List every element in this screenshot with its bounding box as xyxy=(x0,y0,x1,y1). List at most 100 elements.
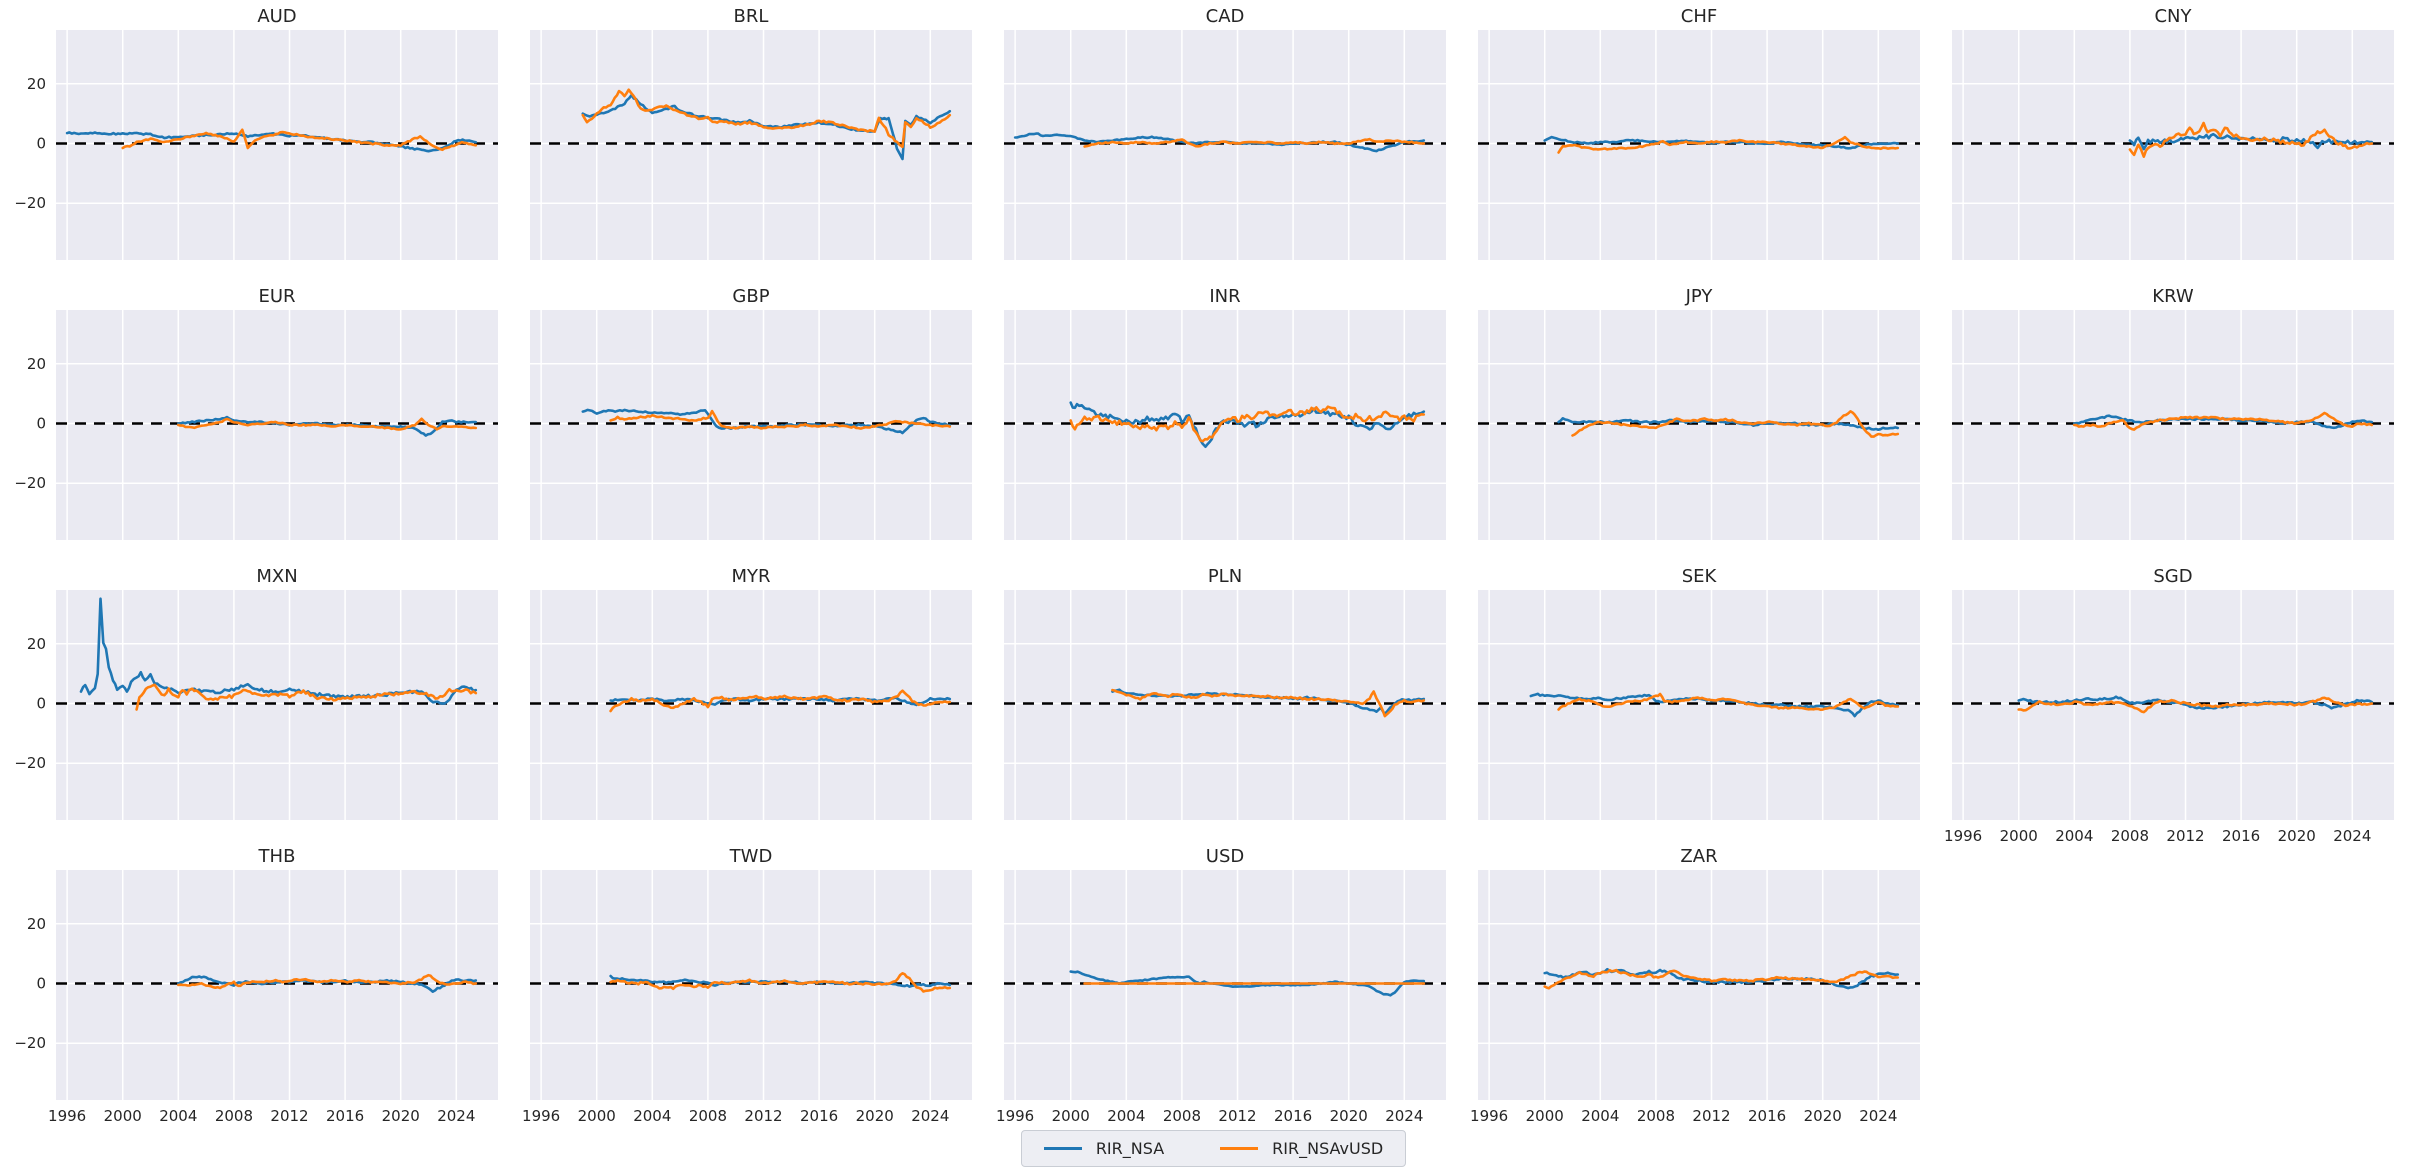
panel-pln: PLN xyxy=(1004,566,1446,846)
y-tick-label: 0 xyxy=(36,975,46,993)
x-tick-label: 1996 xyxy=(48,1107,86,1125)
x-tick-label: 2024 xyxy=(437,1107,475,1125)
x-tick-label: 2020 xyxy=(856,1107,894,1125)
panel-title-usd: USD xyxy=(1205,846,1245,867)
x-tick-label: 2008 xyxy=(2111,827,2149,845)
x-tick-label: 2012 xyxy=(744,1107,782,1125)
y-tick-label: 0 xyxy=(36,135,46,153)
x-tick-label: 2012 xyxy=(2166,827,2204,845)
panel-title-chf: CHF xyxy=(1680,6,1718,27)
panel-title-gbp: GBP xyxy=(732,286,770,307)
panel-gbp: GBP xyxy=(530,286,972,566)
chart-sek xyxy=(1478,590,1920,820)
chart-myr xyxy=(530,590,972,820)
x-tick-label: 2016 xyxy=(2222,827,2260,845)
x-tick-label: 2004 xyxy=(633,1107,671,1125)
panel-jpy: JPY xyxy=(1478,286,1920,566)
y-tick-label: 20 xyxy=(27,915,46,933)
x-tick-label: 2008 xyxy=(215,1107,253,1125)
chart-usd: 1996 2000 2004 2008 2012 2016 2020 2024 xyxy=(996,870,1446,1125)
panel-chf: CHF xyxy=(1478,6,1920,286)
x-tick-label: 2004 xyxy=(1581,1107,1619,1125)
x-tick-label: 2000 xyxy=(1526,1107,1564,1125)
y-tick-label: −20 xyxy=(14,194,46,212)
x-tick-label: 1996 xyxy=(1470,1107,1508,1125)
panel-title-eur: EUR xyxy=(258,286,296,307)
x-tick-label: 2012 xyxy=(1692,1107,1730,1125)
panel-title-sek: SEK xyxy=(1681,566,1717,587)
chart-eur: −20 0 20 xyxy=(14,310,498,540)
legend-line-orange-icon xyxy=(1220,1147,1259,1150)
legend-item-rir-nsa: RIR_NSA xyxy=(1043,1139,1164,1158)
x-tick-label: 2012 xyxy=(1218,1107,1256,1125)
x-tick-label: 1996 xyxy=(1944,827,1982,845)
chart-cny xyxy=(1952,30,2394,260)
panel-usd: USD 1996 2000 2004 2008 2012 2016 2020 2024 xyxy=(996,846,1446,1126)
x-tick-label: 2008 xyxy=(689,1107,727,1125)
x-tick-label: 2024 xyxy=(2333,827,2371,845)
x-tick-label: 2004 xyxy=(159,1107,197,1125)
chart-krw xyxy=(1952,310,2394,540)
chart-thb: 1996 2000 2004 2008 2012 2016 2020 2024 −20 0 20 xyxy=(14,870,498,1125)
panel-cad: CAD xyxy=(1004,6,1446,286)
x-tick-label: 2020 xyxy=(1804,1107,1842,1125)
panel-title-pln: PLN xyxy=(1207,566,1243,587)
x-tick-label: 2020 xyxy=(1330,1107,1368,1125)
x-tick-label: 2000 xyxy=(2000,827,2038,845)
x-tick-label: 2020 xyxy=(2278,827,2316,845)
y-tick-label: −20 xyxy=(14,1034,46,1052)
x-tick-label: 2000 xyxy=(104,1107,142,1125)
panel-krw: KRW xyxy=(1952,286,2394,566)
y-tick-label: −20 xyxy=(14,474,46,492)
y-tick-label: 20 xyxy=(27,75,46,93)
y-tick-label: 20 xyxy=(27,635,46,653)
panel-inr: INR xyxy=(1004,286,1446,566)
chart-pln xyxy=(1004,590,1446,820)
x-tick-label: 1996 xyxy=(522,1107,560,1125)
panel-title-brl: BRL xyxy=(733,6,769,27)
x-tick-label: 2024 xyxy=(1859,1107,1897,1125)
panel-mxn: MXN −20 0 20 xyxy=(14,566,498,846)
x-tick-label: 2000 xyxy=(1052,1107,1090,1125)
legend-wrap: RIR_NSA RIR_NSAvUSD xyxy=(56,1130,2411,1167)
panel-title-aud: AUD xyxy=(257,6,297,27)
legend-line-blue-icon xyxy=(1043,1147,1082,1150)
panel-thb: THB 1996 2000 2004 2008 2012 2016 2020 2024 −20 0 2… xyxy=(14,846,498,1126)
x-tick-label: 2000 xyxy=(578,1107,616,1125)
x-tick-label: 2004 xyxy=(1107,1107,1145,1125)
chart-chf xyxy=(1478,30,1920,260)
legend-item-rir-nsavusd: RIR_NSAvUSD xyxy=(1220,1139,1383,1158)
x-tick-label: 2016 xyxy=(326,1107,364,1125)
panel-title-jpy: JPY xyxy=(1685,286,1713,307)
x-tick-label: 2008 xyxy=(1163,1107,1201,1125)
y-tick-label: −20 xyxy=(14,754,46,772)
panel-myr: MYR xyxy=(530,566,972,846)
panel-zar: ZAR 1996 2000 2004 2008 2012 2016 2020 2024 xyxy=(1470,846,1920,1126)
panel-title-twd: TWD xyxy=(729,846,773,867)
x-tick-label: 2020 xyxy=(382,1107,420,1125)
x-tick-label: 2012 xyxy=(270,1107,308,1125)
panel-twd: TWD 1996 2000 2004 2008 2012 2016 2020 2024 xyxy=(522,846,972,1126)
y-tick-label: 0 xyxy=(36,415,46,433)
x-tick-label: 2016 xyxy=(800,1107,838,1125)
chart-mxn: −20 0 20 xyxy=(14,590,498,820)
panel-aud: AUD −20 0 20 xyxy=(14,6,498,286)
panel-title-krw: KRW xyxy=(2152,286,2194,307)
chart-zar: 1996 2000 2004 2008 2012 2016 2020 2024 xyxy=(1470,870,1920,1125)
chart-jpy xyxy=(1478,310,1920,540)
panel-title-cny: CNY xyxy=(2154,6,2192,27)
panel-cny: CNY xyxy=(1952,6,2394,286)
panel-title-cad: CAD xyxy=(1205,6,1245,27)
y-tick-label: 0 xyxy=(36,695,46,713)
y-tick-label: 20 xyxy=(27,355,46,373)
x-tick-label: 2024 xyxy=(911,1107,949,1125)
legend: RIR_NSA RIR_NSAvUSD xyxy=(1020,1130,1407,1167)
x-tick-label: 1996 xyxy=(996,1107,1034,1125)
panel-title-mxn: MXN xyxy=(256,566,298,587)
x-tick-label: 2004 xyxy=(2055,827,2093,845)
panel-title-sgd: SGD xyxy=(2153,566,2193,587)
panel-title-myr: MYR xyxy=(731,566,771,587)
chart-aud: −20 0 20 xyxy=(14,30,498,260)
panel-title-thb: THB xyxy=(258,846,296,867)
